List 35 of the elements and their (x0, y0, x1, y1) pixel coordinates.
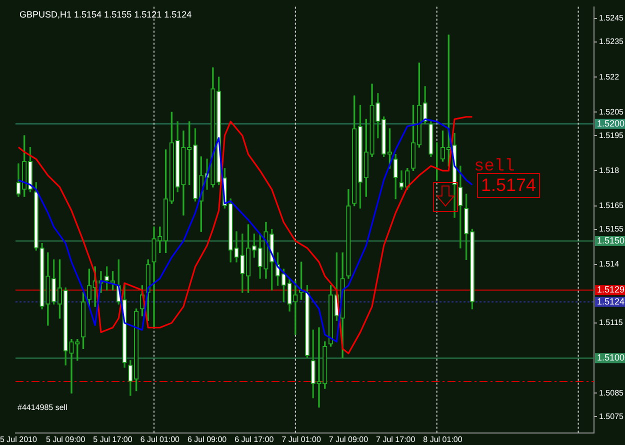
candlestick (69, 339, 74, 394)
x-tick-label: 6 Jul 09:00 (187, 435, 228, 444)
y-tick-label: 1.514 (599, 260, 620, 269)
x-tick-label: 7 Jul 17:00 (376, 435, 416, 444)
candlestick (316, 327, 322, 408)
y-tick-label: 1.5165 (599, 201, 624, 210)
x-tick-label: 7 Jul 09:00 (328, 435, 369, 444)
y-tick-label: 1.5085 (599, 388, 624, 398)
x-tick-label: 5 Jul 09:00 (46, 435, 86, 444)
candlestick (458, 166, 463, 248)
x-tick-label: 6 Jul 01:00 (140, 435, 180, 444)
y-tick-label: 1.5195 (599, 130, 624, 140)
x-tick-label: 5 Jul 17:00 (93, 435, 133, 444)
ref-line-label: 1.5129 (597, 284, 625, 295)
x-tick-label: 5 Jul 2010 (0, 435, 38, 444)
annotation: sell (474, 158, 515, 176)
annotation: 1.5174 (481, 174, 536, 195)
candlestick (293, 280, 298, 335)
y-tick-label: 1.522 (599, 72, 620, 82)
x-tick-label: 7 Jul 01:00 (282, 435, 322, 444)
ref-line-label: 1.5150 (597, 235, 625, 246)
chart-title: GBPUSD,H1 1.5154 1.5155 1.5121 1.5124 (20, 9, 192, 20)
annotation: #4414985 sell (18, 403, 68, 412)
ref-line-label: 1.5200 (597, 118, 625, 128)
y-tick-label: 1.5075 (599, 412, 624, 421)
ref-line-label: 1.5100 (597, 352, 625, 363)
x-tick-label: 6 Jul 17:00 (234, 435, 274, 444)
y-tick-label: 1.5245 (599, 14, 624, 23)
ref-line-label: 1.5124 (597, 296, 625, 306)
y-tick-label: 1.5235 (599, 37, 624, 46)
y-tick-label: 1.5155 (599, 224, 624, 234)
y-tick-label: 1.518 (599, 166, 620, 175)
x-tick-label: 8 Jul 01:00 (423, 435, 463, 444)
y-tick-label: 1.5115 (599, 318, 624, 328)
y-tick-label: 1.5205 (599, 107, 624, 116)
